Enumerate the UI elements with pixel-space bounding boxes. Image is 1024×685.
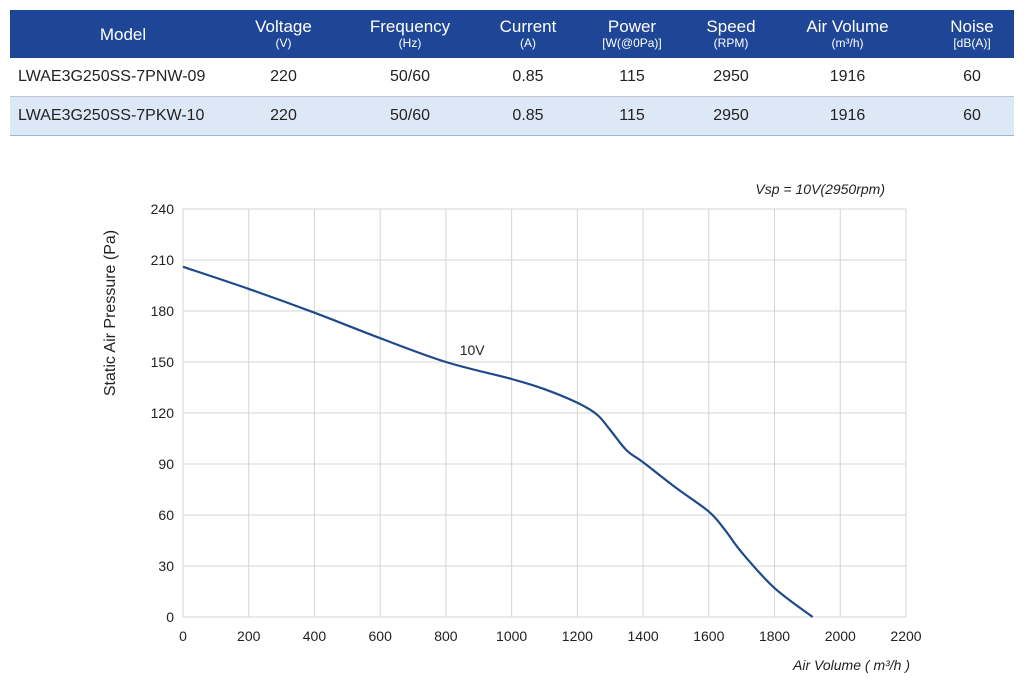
cell-model: LWAE3G250SS-7PNW-09 bbox=[10, 58, 236, 97]
chart-title: Vsp = 10V(2950rpm) bbox=[755, 181, 885, 197]
header-air-volume: Air Volume (m³/h) bbox=[765, 10, 930, 58]
cell-speed: 2950 bbox=[697, 58, 765, 97]
cell-model: LWAE3G250SS-7PKW-10 bbox=[10, 96, 236, 136]
table-row: LWAE3G250SS-7PKW-10 220 50/60 0.85 115 2… bbox=[10, 96, 1014, 136]
header-speed: Speed (RPM) bbox=[697, 10, 765, 58]
cell-speed: 2950 bbox=[697, 96, 765, 136]
cell-frequency: 50/60 bbox=[331, 96, 489, 136]
header-model: Model bbox=[10, 10, 236, 58]
x-tick-label: 1400 bbox=[628, 628, 659, 644]
y-axis-label: Static Air Pressure (Pa) bbox=[102, 230, 119, 396]
table-header-row: Model Voltage (V) Frequency (Hz) Current (A… bbox=[10, 10, 1014, 58]
header-voltage: Voltage (V) bbox=[236, 10, 331, 58]
y-tick-label: 120 bbox=[151, 405, 175, 421]
y-tick-label: 30 bbox=[158, 558, 174, 574]
x-axis-label: Air Volume ( m³/h ) bbox=[792, 657, 910, 673]
cell-frequency: 50/60 bbox=[331, 58, 489, 97]
chart-grid bbox=[182, 208, 907, 618]
cell-current: 0.85 bbox=[489, 58, 567, 97]
x-tick-label: 800 bbox=[434, 628, 458, 644]
x-tick-label: 400 bbox=[303, 628, 327, 644]
cell-air-volume: 1916 bbox=[765, 58, 930, 97]
x-tick-label: 1800 bbox=[759, 628, 790, 644]
chart-ticks: 0 200 400 600 800 1000 1200 1400 1600 1800 2000 220… bbox=[151, 201, 922, 644]
x-tick-label: 200 bbox=[237, 628, 261, 644]
y-tick-label: 60 bbox=[158, 507, 174, 523]
cell-power: 115 bbox=[567, 96, 697, 136]
cell-voltage: 220 bbox=[236, 96, 331, 136]
header-noise: Noise [dB(A)] bbox=[930, 10, 1014, 58]
cell-voltage: 220 bbox=[236, 58, 331, 97]
cell-noise: 60 bbox=[930, 58, 1014, 97]
x-tick-label: 0 bbox=[179, 628, 187, 644]
cell-current: 0.85 bbox=[489, 96, 567, 136]
cell-power: 115 bbox=[567, 58, 697, 97]
chart-series: 10V bbox=[182, 265, 814, 618]
header-frequency: Frequency (Hz) bbox=[331, 10, 489, 58]
x-tick-label: 2200 bbox=[890, 628, 921, 644]
x-tick-label: 1200 bbox=[562, 628, 593, 644]
series-annotation: 10V bbox=[460, 342, 486, 358]
cell-noise: 60 bbox=[930, 96, 1014, 136]
x-tick-label: 1600 bbox=[693, 628, 724, 644]
series-line-10V bbox=[182, 265, 814, 618]
y-tick-label: 150 bbox=[151, 354, 175, 370]
spec-table: Model Voltage (V) Frequency (Hz) Current (A… bbox=[10, 10, 1014, 136]
y-tick-label: 240 bbox=[151, 201, 175, 217]
x-tick-label: 1000 bbox=[496, 628, 527, 644]
x-tick-label: 2000 bbox=[825, 628, 856, 644]
cell-air-volume: 1916 bbox=[765, 96, 930, 136]
header-power: Power [W(@0Pa)] bbox=[567, 10, 697, 58]
y-tick-label: 180 bbox=[151, 303, 175, 319]
y-tick-label: 210 bbox=[151, 252, 175, 268]
table-row: LWAE3G250SS-7PNW-09 220 50/60 0.85 115 2… bbox=[10, 58, 1014, 97]
y-tick-label: 90 bbox=[158, 456, 174, 472]
y-tick-label: 0 bbox=[166, 609, 174, 625]
x-tick-label: 600 bbox=[369, 628, 393, 644]
header-current: Current (A) bbox=[489, 10, 567, 58]
